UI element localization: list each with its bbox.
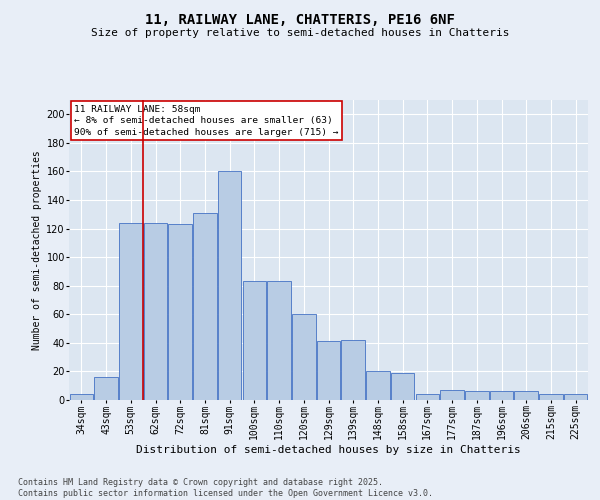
Text: 11, RAILWAY LANE, CHATTERIS, PE16 6NF: 11, RAILWAY LANE, CHATTERIS, PE16 6NF: [145, 12, 455, 26]
Bar: [564, 394, 587, 400]
Bar: [119, 223, 143, 400]
Text: 11 RAILWAY LANE: 58sqm
← 8% of semi-detached houses are smaller (63)
90% of semi: 11 RAILWAY LANE: 58sqm ← 8% of semi-deta…: [74, 104, 338, 137]
Bar: [514, 392, 538, 400]
Bar: [292, 314, 316, 400]
Bar: [144, 223, 167, 400]
Bar: [242, 282, 266, 400]
Y-axis label: Number of semi-detached properties: Number of semi-detached properties: [32, 150, 42, 350]
Text: Contains HM Land Registry data © Crown copyright and database right 2025.
Contai: Contains HM Land Registry data © Crown c…: [18, 478, 433, 498]
X-axis label: Distribution of semi-detached houses by size in Chatteris: Distribution of semi-detached houses by …: [136, 445, 521, 455]
Bar: [416, 394, 439, 400]
Bar: [169, 224, 192, 400]
Bar: [490, 392, 513, 400]
Bar: [391, 373, 415, 400]
Bar: [94, 377, 118, 400]
Bar: [218, 172, 241, 400]
Bar: [539, 394, 563, 400]
Bar: [70, 394, 93, 400]
Bar: [440, 390, 464, 400]
Text: Size of property relative to semi-detached houses in Chatteris: Size of property relative to semi-detach…: [91, 28, 509, 38]
Bar: [465, 392, 488, 400]
Bar: [317, 342, 340, 400]
Bar: [366, 372, 389, 400]
Bar: [268, 282, 291, 400]
Bar: [193, 213, 217, 400]
Bar: [341, 340, 365, 400]
